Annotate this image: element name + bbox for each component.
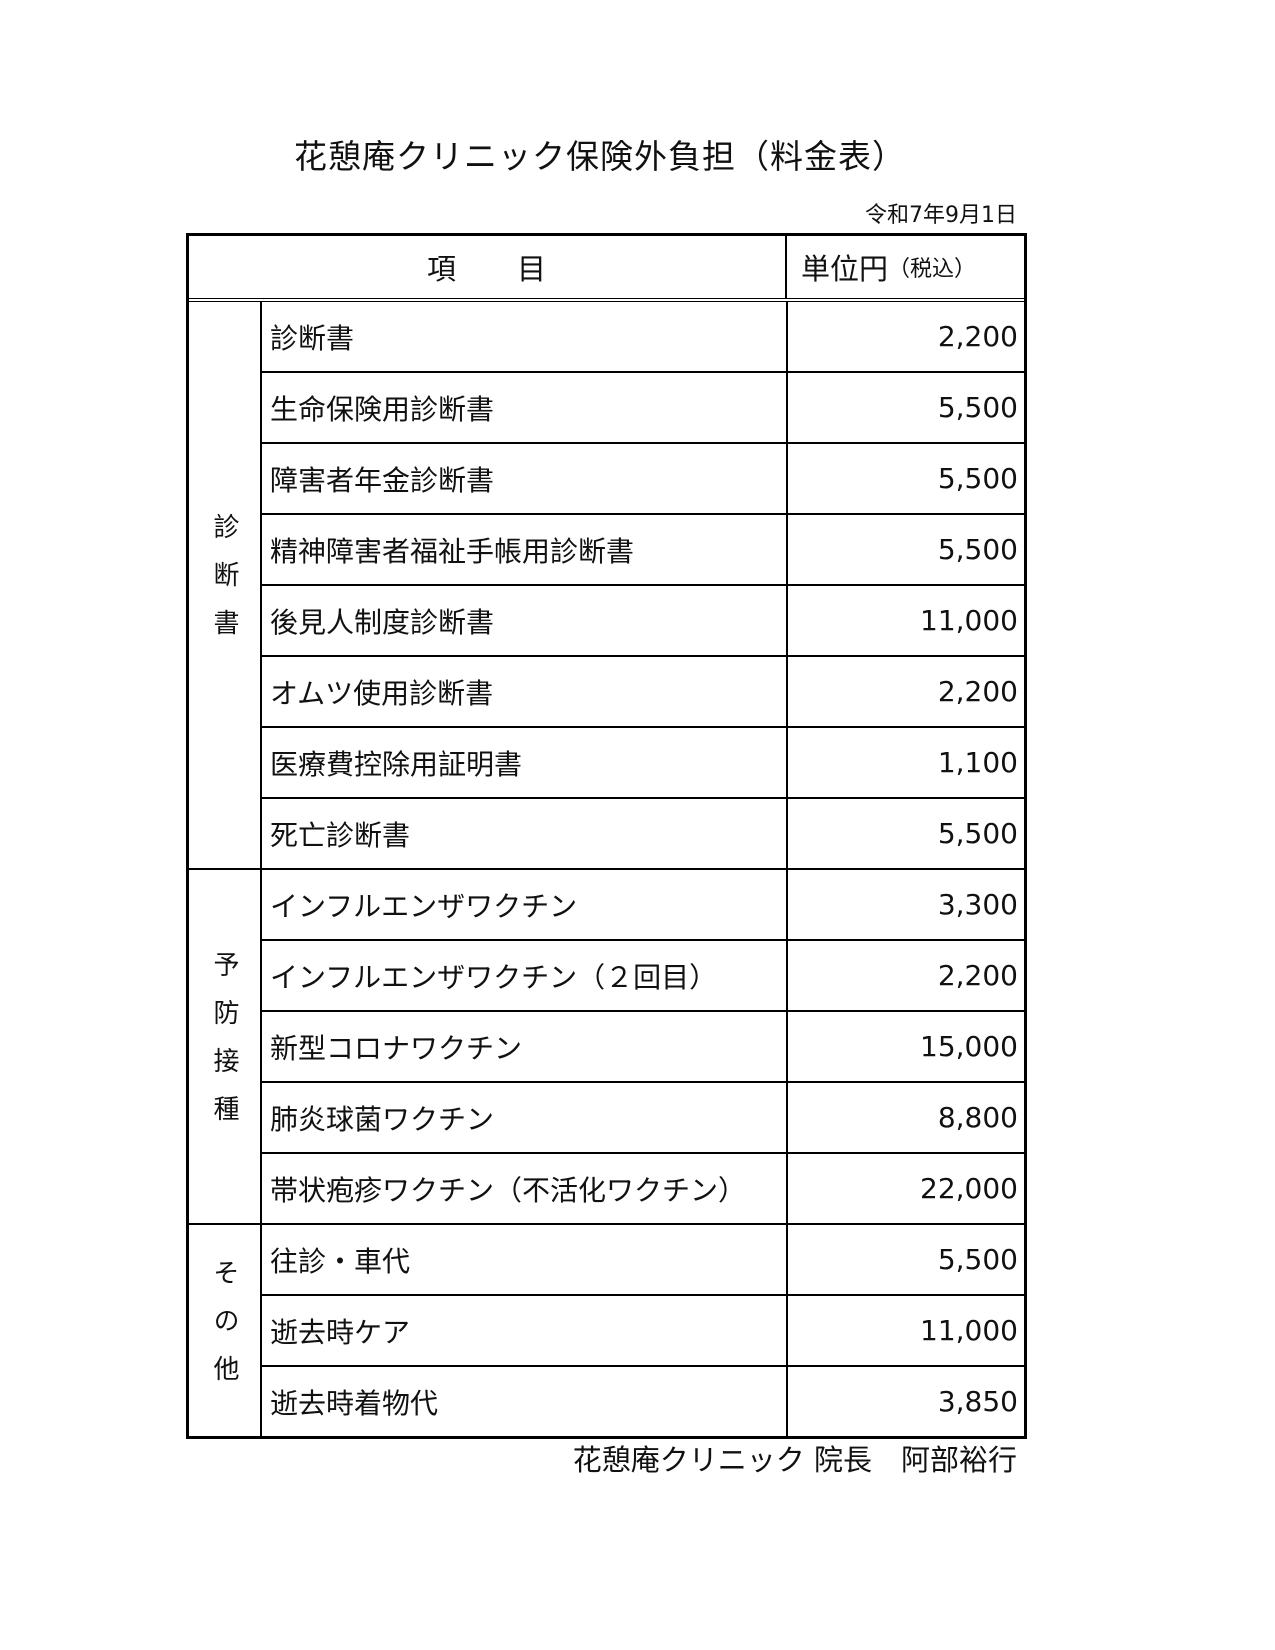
header-price: 単位円 （税込） [787, 236, 1024, 298]
item-name: 帯状疱疹ワクチン（不活化ワクチン） [262, 1154, 788, 1223]
table-row: 逝去時着物代 3,850 [262, 1367, 1024, 1436]
item-price: 15,000 [920, 1030, 1018, 1063]
section-label: 診断書 [189, 302, 262, 868]
section-label-text: その他 [209, 1258, 239, 1403]
item-name: 逝去時着物代 [262, 1367, 788, 1436]
page-title: 花憩庵クリニック保険外負担（料金表） [294, 137, 906, 176]
table-row: 肺炎球菌ワクチン 8,800 [262, 1083, 1024, 1154]
item-name: 医療費控除用証明書 [262, 728, 788, 797]
table-body: 診断書 診断書 2,200 生命保険用診断書 5,500 障害者年金診断書 5,500 精神障… [189, 302, 1024, 1436]
item-price: 5,500 [937, 1243, 1018, 1276]
item-name: 死亡診断書 [262, 799, 788, 868]
item-name: 精神障害者福祉手帳用診断書 [262, 515, 788, 584]
item-name: 診断書 [262, 302, 788, 371]
section-label: 予防接種 [189, 870, 262, 1223]
item-price: 5,500 [937, 817, 1018, 850]
item-price: 2,200 [937, 675, 1018, 708]
item-price: 5,500 [937, 533, 1018, 566]
item-name: 後見人制度診断書 [262, 586, 788, 655]
issue-date: 令和7年9月1日 [865, 203, 1017, 228]
item-price: 5,500 [937, 462, 1018, 495]
header-price-note: （税込） [888, 257, 977, 282]
item-name: オムツ使用診断書 [262, 657, 788, 726]
table-row: 新型コロナワクチン 15,000 [262, 1012, 1024, 1083]
item-name: インフルエンザワクチン（２回目） [262, 941, 788, 1010]
item-name: 生命保険用診断書 [262, 373, 788, 442]
table-row: 逝去時ケア 11,000 [262, 1296, 1024, 1367]
table-row: 生命保険用診断書 5,500 [262, 373, 1024, 444]
table-row: インフルエンザワクチン（２回目） 2,200 [262, 941, 1024, 1012]
item-name: 逝去時ケア [262, 1296, 788, 1365]
item-name: 往診・車代 [262, 1225, 788, 1294]
table-section: その他 往診・車代 5,500 逝去時ケア 11,000 逝去時着物代 3,850 [189, 1225, 1024, 1436]
item-price: 3,850 [937, 1385, 1018, 1418]
item-name: 肺炎球菌ワクチン [262, 1083, 788, 1152]
item-price: 2,200 [937, 320, 1018, 353]
table-row: 死亡診断書 5,500 [262, 799, 1024, 868]
section-rows: 診断書 2,200 生命保険用診断書 5,500 障害者年金診断書 5,500 精神障害者福… [262, 302, 1024, 868]
table-row: 精神障害者福祉手帳用診断書 5,500 [262, 515, 1024, 586]
item-name: インフルエンザワクチン [262, 870, 788, 939]
item-price: 8,800 [937, 1101, 1018, 1134]
section-rows: インフルエンザワクチン 3,300 インフルエンザワクチン（２回目） 2,200 新型コ… [262, 870, 1024, 1223]
item-price: 1,100 [937, 746, 1018, 779]
table-row: 診断書 2,200 [262, 302, 1024, 373]
header-item: 項 目 [189, 236, 787, 298]
header-price-label: 単位円 [801, 252, 889, 286]
section-label: その他 [189, 1225, 262, 1436]
table-row: オムツ使用診断書 2,200 [262, 657, 1024, 728]
table-row: 医療費控除用証明書 1,100 [262, 728, 1024, 799]
table-header: 項 目 単位円 （税込） [189, 236, 1024, 302]
item-price: 3,300 [937, 888, 1018, 921]
table-row: インフルエンザワクチン 3,300 [262, 870, 1024, 941]
table-row: 障害者年金診断書 5,500 [262, 444, 1024, 515]
table-section: 診断書 診断書 2,200 生命保険用診断書 5,500 障害者年金診断書 5,500 精神障… [189, 302, 1024, 870]
table-section: 予防接種 インフルエンザワクチン 3,300 インフルエンザワクチン（２回目） 2,20… [189, 870, 1024, 1225]
section-label-text: 予防接種 [209, 950, 239, 1143]
item-price: 5,500 [937, 391, 1018, 424]
table-row: 往診・車代 5,500 [262, 1225, 1024, 1296]
section-label-text: 診断書 [209, 513, 239, 657]
item-price: 11,000 [920, 604, 1018, 637]
item-name: 新型コロナワクチン [262, 1012, 788, 1081]
item-price: 22,000 [920, 1172, 1018, 1205]
table-row: 帯状疱疹ワクチン（不活化ワクチン） 22,000 [262, 1154, 1024, 1223]
item-price: 11,000 [920, 1314, 1018, 1347]
fee-table: 項 目 単位円 （税込） 診断書 診断書 2,200 生命保険用診断書 5,500 障害者年… [186, 233, 1027, 1439]
item-name: 障害者年金診断書 [262, 444, 788, 513]
signature: 花憩庵クリニック 院長 阿部裕行 [572, 1443, 1017, 1477]
section-rows: 往診・車代 5,500 逝去時ケア 11,000 逝去時着物代 3,850 [262, 1225, 1024, 1436]
table-row: 後見人制度診断書 11,000 [262, 586, 1024, 657]
item-price: 2,200 [937, 959, 1018, 992]
